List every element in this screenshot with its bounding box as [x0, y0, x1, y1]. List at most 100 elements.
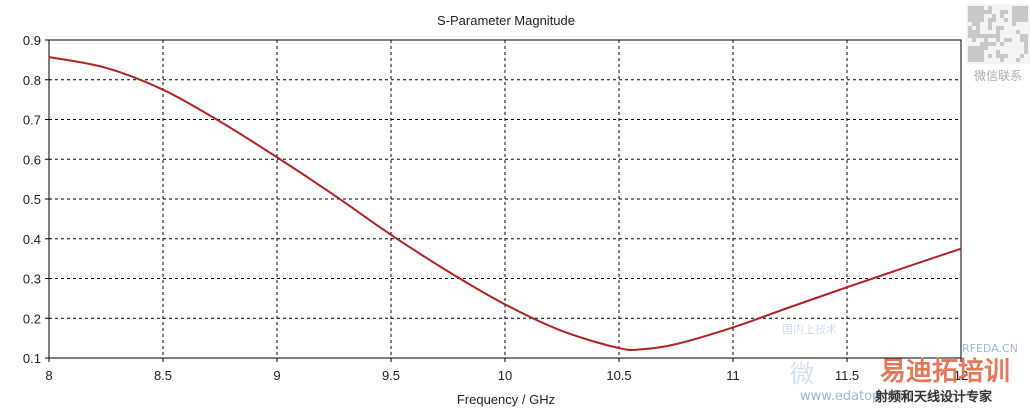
x-tick-label: 10.5 [606, 368, 631, 383]
qr-cell [1000, 26, 1004, 30]
qr-cell [1020, 54, 1024, 58]
qr-cell [968, 34, 972, 38]
qr-cell [980, 6, 984, 10]
qr-cell [972, 34, 976, 38]
qr-cell [1024, 42, 1028, 46]
qr-cell [992, 18, 996, 22]
qr-cell [980, 34, 984, 38]
x-tick-label: 8.5 [154, 368, 172, 383]
qr-cell [1020, 38, 1024, 42]
x-tick-label: 10 [498, 368, 512, 383]
x-tick-label: 9 [273, 368, 280, 383]
qr-cell [980, 46, 984, 50]
qr-code-watermark [966, 4, 1030, 64]
qr-cell [972, 14, 976, 18]
qr-cell [976, 14, 980, 18]
qr-cell [1016, 18, 1020, 22]
watermark-tagline: 射频和天线设计专家 [874, 389, 993, 405]
qr-cell [992, 14, 996, 18]
qr-cell [1024, 10, 1028, 14]
qr-cell [968, 18, 972, 22]
qr-cell [984, 38, 988, 42]
qr-cell [1012, 22, 1016, 26]
qr-cell [1020, 6, 1024, 10]
watermark-url: www.edatop.com [800, 389, 912, 404]
qr-cell [1016, 10, 1020, 14]
qr-cell [1004, 54, 1008, 58]
qr-caption: 微信联系 [974, 69, 1022, 83]
qr-cell [968, 6, 972, 10]
qr-cell [1000, 14, 1004, 18]
qr-cell [980, 58, 984, 62]
qr-cell [976, 58, 980, 62]
x-tick-label: 11 [726, 368, 740, 383]
qr-cell [984, 46, 988, 50]
qr-cell [996, 30, 1000, 34]
qr-cell [976, 18, 980, 22]
qr-cell [972, 46, 976, 50]
qr-cell [992, 34, 996, 38]
qr-cell [972, 30, 976, 34]
faint-watermark-left: 微 [790, 360, 814, 388]
qr-cell [980, 42, 984, 46]
qr-cell [1024, 50, 1028, 54]
qr-cell [996, 38, 1000, 42]
qr-cell [1016, 14, 1020, 18]
y-tick-label: 0.5 [23, 192, 41, 207]
qr-cell [996, 34, 1000, 38]
qr-cell [996, 26, 1000, 30]
x-axis-ticks: 8 8.5 9 9.5 10 10.5 11 11.5 12 [45, 358, 968, 383]
qr-cell [1020, 18, 1024, 22]
qr-cell [1024, 14, 1028, 18]
qr-cell [968, 10, 972, 14]
y-tick-label: 0.2 [23, 311, 41, 326]
qr-cell [1024, 6, 1028, 10]
qr-cell [1020, 14, 1024, 18]
x-tick-label: 12 [954, 368, 968, 383]
qr-cell [980, 14, 984, 18]
series-line-s11 [48, 56, 962, 352]
qr-cell [988, 18, 992, 22]
qr-cell [1012, 6, 1016, 10]
qr-cell [968, 50, 972, 54]
qr-cell [980, 50, 984, 54]
qr-cell [988, 26, 992, 30]
qr-cell [988, 22, 992, 26]
x-tick-label: 9.5 [382, 368, 400, 383]
qr-cell [976, 50, 980, 54]
qr-cell [972, 50, 976, 54]
qr-cell [1004, 10, 1008, 14]
watermark-brand: 易迪拓培训 [880, 357, 1010, 387]
qr-cell [972, 22, 976, 26]
qr-cell [1000, 58, 1004, 62]
x-axis-label: Frequency / GHz [457, 392, 555, 407]
qr-cell [980, 10, 984, 14]
x-tick-label: 11.5 [835, 368, 859, 383]
y-tick-label: 0.9 [23, 33, 41, 48]
y-tick-label: 0.1 [23, 351, 41, 366]
watermark-site: RFEDA.CN [962, 342, 1018, 355]
qr-cell [996, 50, 1000, 54]
qr-cell [1012, 10, 1016, 14]
qr-cell [976, 30, 980, 34]
qr-cell [968, 14, 972, 18]
qr-cell [1024, 46, 1028, 50]
qr-cell [1016, 6, 1020, 10]
qr-cell [1016, 58, 1020, 62]
y-tick-label: 0.7 [23, 113, 41, 128]
qr-cell [984, 42, 988, 46]
qr-cell [968, 46, 972, 50]
qr-cell [968, 54, 972, 58]
qr-cell [972, 6, 976, 10]
qr-cell [1000, 42, 1004, 46]
qr-cell [1008, 38, 1012, 42]
qr-cell [976, 34, 980, 38]
qr-cell [1000, 10, 1004, 14]
qr-cell [992, 42, 996, 46]
qr-cell [968, 58, 972, 62]
faint-watermark-top: 国内上技术 [782, 322, 837, 336]
qr-cell [1020, 34, 1024, 38]
y-axis-ticks: 0.1 0.2 0.3 0.4 0.5 0.6 0.7 0.8 0.9 [23, 33, 49, 366]
qr-cell [1012, 14, 1016, 18]
